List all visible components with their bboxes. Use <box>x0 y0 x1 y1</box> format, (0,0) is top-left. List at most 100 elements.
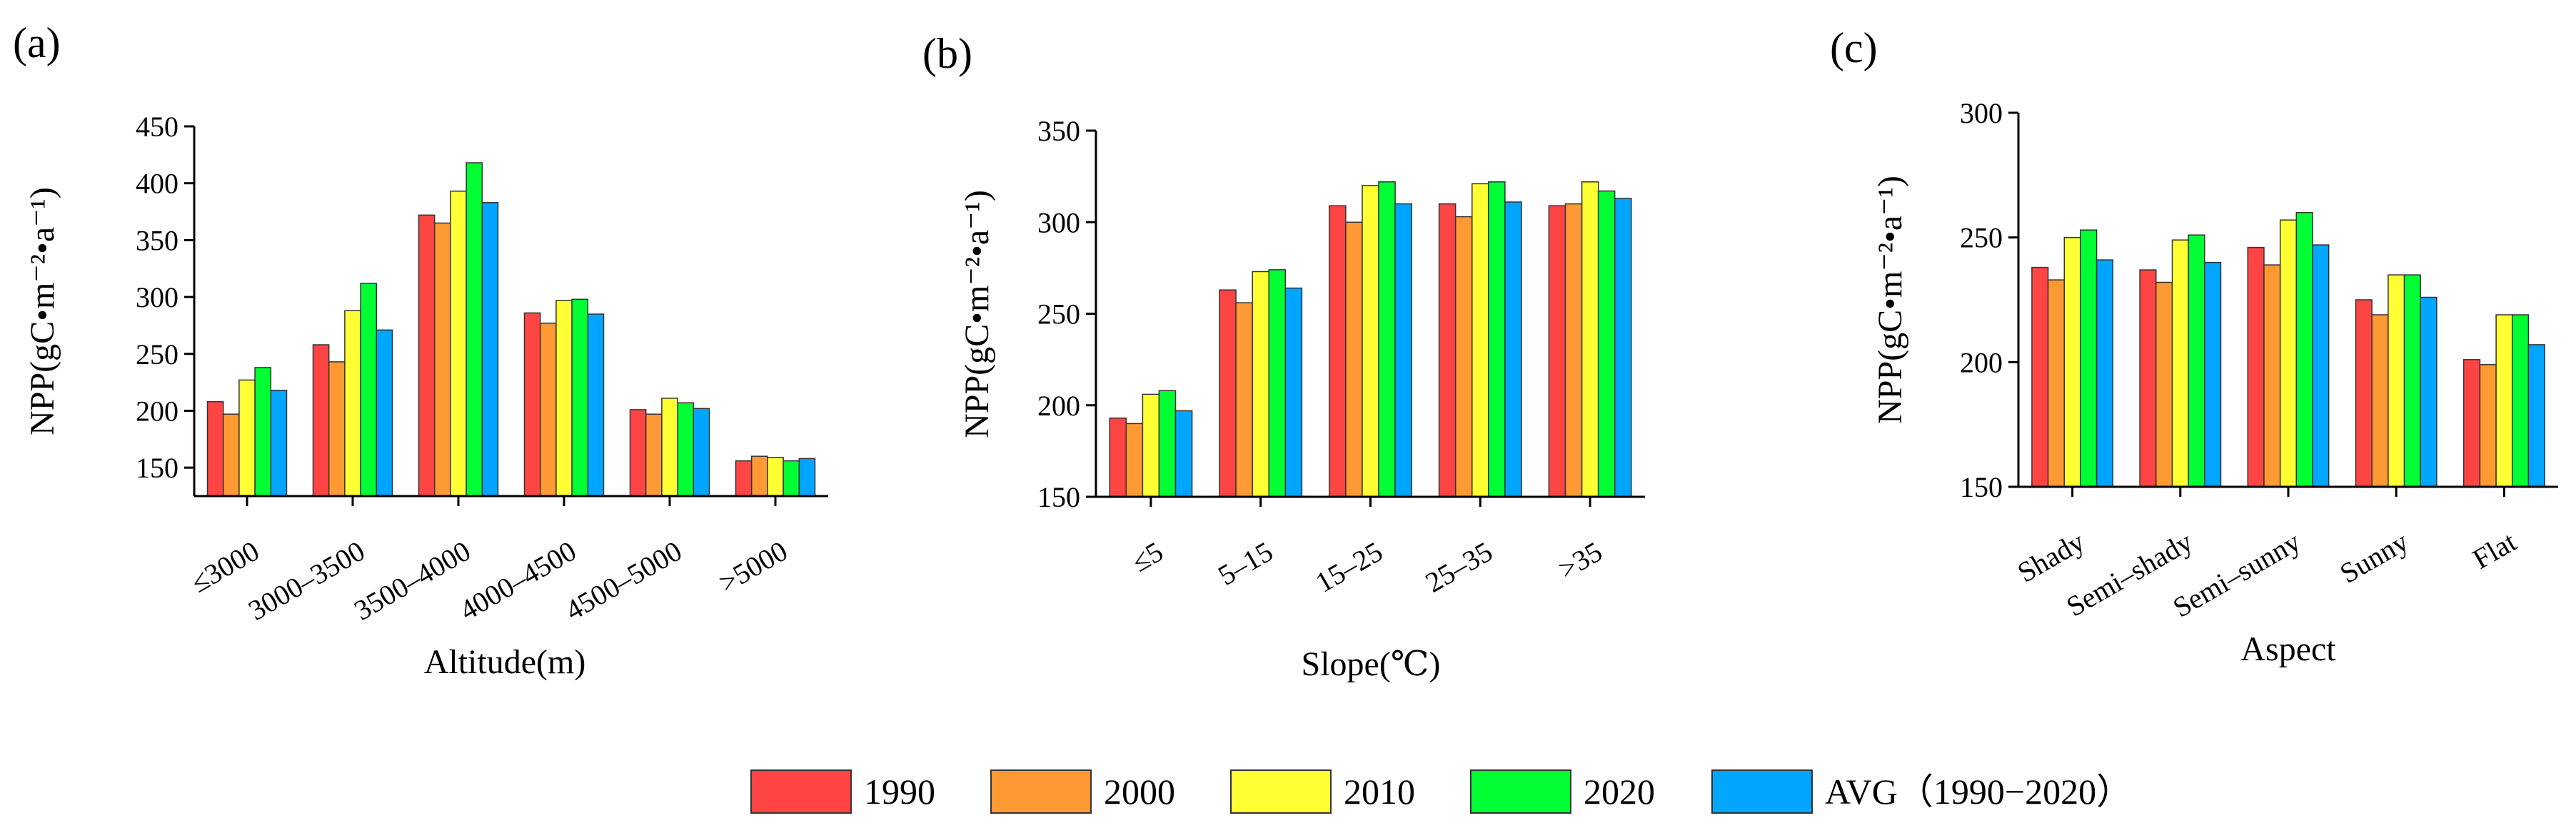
y-tick-label-b-3: 300 <box>1037 206 1080 238</box>
bar-b-3-0 <box>1438 203 1456 498</box>
y-tick-label-c-2: 250 <box>1960 222 2003 254</box>
bar-a-5-0 <box>735 460 753 497</box>
bar-a-2-3 <box>466 162 483 497</box>
bar-a-3-3 <box>571 298 589 497</box>
bar-a-4-1 <box>645 413 663 497</box>
bar-b-3-1 <box>1454 216 1473 498</box>
bar-a-1-3 <box>360 283 378 497</box>
bar-b-2-1 <box>1345 221 1363 498</box>
x-tick-label-b-1: 5–15 <box>1212 535 1278 592</box>
bar-a-4-4 <box>693 408 710 497</box>
y-axis-title-a: NPP(gC•m⁻²•a⁻¹) <box>24 187 61 435</box>
bar-a-5-2 <box>767 457 784 497</box>
bar-b-3-3 <box>1488 181 1506 498</box>
bar-a-1-2 <box>344 310 361 497</box>
bar-b-0-4 <box>1174 410 1193 498</box>
y-tick-label-a-3: 300 <box>136 281 178 313</box>
bar-a-4-2 <box>661 398 678 497</box>
x-axis-title-b: Slope(℃) <box>1302 645 1441 683</box>
bar-c-4-3 <box>2511 314 2530 488</box>
bar-b-3-2 <box>1471 183 1489 498</box>
bar-a-3-2 <box>555 300 573 497</box>
bar-c-1-4 <box>2204 261 2222 488</box>
legend-label-2000: 2000 <box>1104 772 1175 812</box>
chart-panel-slope: 150 200 250 300 350 ≤5 5–15 15–25 25–35 >35 NPP(gC… <box>958 115 1645 683</box>
bar-a-2-2 <box>450 191 467 497</box>
y-tick-label-a-0: 150 <box>136 452 178 484</box>
x-tick-label-b-2: 15–25 <box>1310 535 1388 599</box>
y-tick-label-b-1: 200 <box>1037 390 1080 422</box>
x-axis-title-c: Aspect <box>2240 630 2336 668</box>
bar-b-2-0 <box>1329 205 1347 498</box>
bar-b-1-2 <box>1252 271 1270 498</box>
bar-a-0-1 <box>222 413 240 497</box>
bar-a-0-0 <box>206 400 224 497</box>
bar-c-3-3 <box>2403 274 2421 488</box>
legend-swatch-2010 <box>1230 769 1332 814</box>
bar-a-0-2 <box>238 379 256 497</box>
bar-a-1-4 <box>376 329 393 497</box>
chart-panel-altitude: 150 200 250 300 350 400 450 ≤30003000–35003500–… <box>24 111 828 681</box>
legend-swatch-1990 <box>750 769 852 814</box>
panel-label-c: (c) <box>1830 24 1878 71</box>
legend-label-avg: AVG（1990−2020） <box>1825 772 2132 812</box>
bar-a-0-3 <box>254 367 272 497</box>
bar-b-2-2 <box>1362 185 1379 498</box>
x-tick-label-b-4: >35 <box>1553 535 1608 585</box>
bar-b-4-1 <box>1564 203 1583 498</box>
legend: 1990 2000 2010 2020 AVG（1990−2020） <box>750 769 2132 814</box>
bar-b-1-4 <box>1284 287 1303 498</box>
legend-label-2010: 2010 <box>1344 772 1415 812</box>
bar-a-0-4 <box>270 390 288 497</box>
bar-c-2-4 <box>2312 244 2330 488</box>
x-tick-label-a-0: ≤3000 <box>186 535 265 599</box>
bar-c-3-1 <box>2371 314 2389 488</box>
bar-b-1-3 <box>1268 269 1287 498</box>
x-tick-label-a-3: 4000–4500 <box>454 535 581 627</box>
bar-b-2-3 <box>1378 181 1396 498</box>
bar-c-1-1 <box>2155 281 2173 488</box>
legend-label-1990: 1990 <box>864 772 935 812</box>
y-axis-title-b: NPP(gC•m⁻²•a⁻¹) <box>958 190 996 438</box>
legend-label-2020: 2020 <box>1584 772 1655 812</box>
bar-c-4-0 <box>2462 359 2481 488</box>
bar-c-0-4 <box>2095 259 2114 488</box>
legend-swatch-2000 <box>990 769 1092 814</box>
bar-a-2-0 <box>418 214 436 497</box>
y-tick-label-a-1: 200 <box>136 395 178 427</box>
bar-b-4-2 <box>1581 181 1599 498</box>
bar-c-2-0 <box>2247 246 2265 488</box>
bar-b-4-3 <box>1597 190 1616 498</box>
bar-b-1-1 <box>1235 302 1253 498</box>
bar-a-4-0 <box>629 409 647 497</box>
bar-b-4-4 <box>1614 198 1632 498</box>
x-tick-label-b-0: ≤5 <box>1127 535 1169 578</box>
bar-c-0-0 <box>2031 266 2049 488</box>
y-tick-label-a-4: 350 <box>136 224 178 256</box>
bar-b-0-2 <box>1142 393 1160 498</box>
bar-a-1-1 <box>328 361 346 497</box>
bar-c-2-3 <box>2295 211 2313 488</box>
x-axis-title-a: Altitude(m) <box>424 643 586 681</box>
x-tick-label-a-1: 3000–3500 <box>243 535 370 627</box>
x-tick-label-c-3: Sunny <box>2335 525 2414 590</box>
panel-label-a: (a) <box>13 19 61 66</box>
bar-b-0-0 <box>1109 417 1127 498</box>
bar-a-3-1 <box>539 322 557 497</box>
y-tick-label-c-3: 300 <box>1960 97 2003 129</box>
bar-a-2-4 <box>481 202 499 497</box>
x-tick-label-c-4: Flat <box>2467 525 2522 575</box>
x-tick-label-a-2: 3500–4000 <box>348 535 476 627</box>
bar-b-2-4 <box>1394 203 1412 498</box>
x-tick-label-a-5: >5000 <box>713 535 793 599</box>
bar-c-3-2 <box>2388 274 2405 488</box>
bar-b-0-1 <box>1125 423 1144 498</box>
panel-label-b: (b) <box>922 30 972 77</box>
y-tick-label-c-0: 150 <box>1960 471 2003 503</box>
legend-swatch-2020 <box>1470 769 1571 814</box>
y-tick-label-a-2: 250 <box>136 338 178 370</box>
x-tick-label-b-3: 25–35 <box>1420 535 1498 599</box>
bar-a-5-3 <box>783 460 800 497</box>
